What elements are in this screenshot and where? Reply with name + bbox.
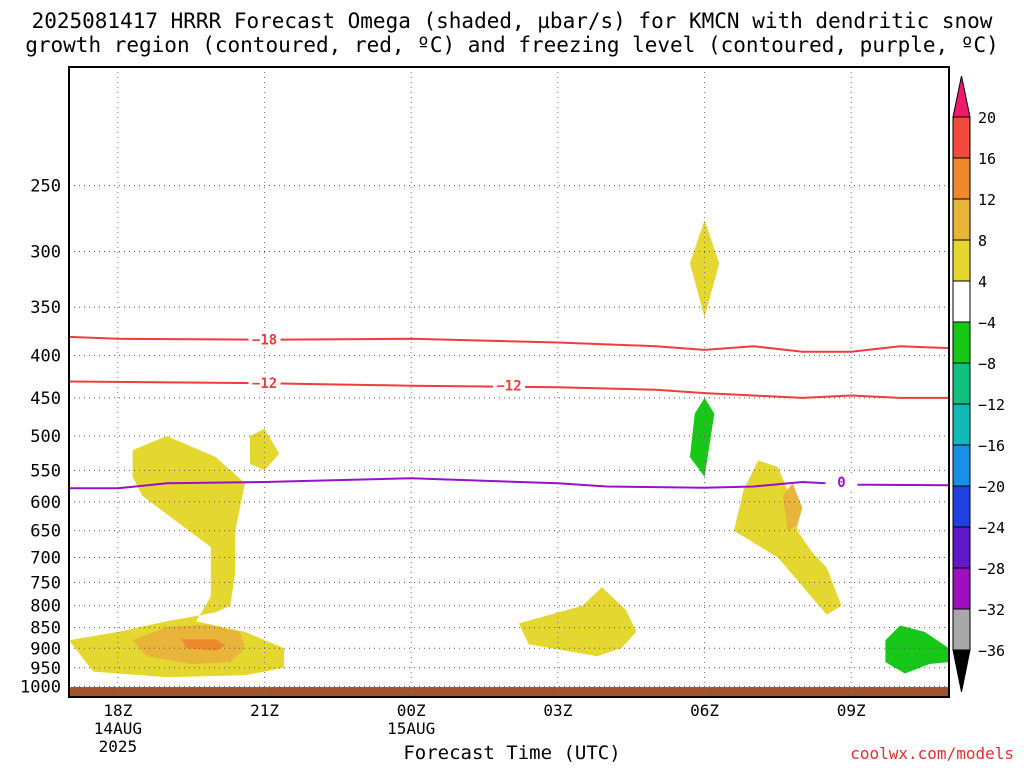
colorbar-label-9: −20: [978, 478, 1005, 496]
colorbar-label-0: 20: [978, 109, 996, 127]
colorbar-swatch-6: [952, 362, 971, 405]
y-tick-label-350: 350: [30, 298, 61, 318]
colorbar-label-11: −28: [978, 560, 1005, 578]
omega-shade-5: [518, 587, 637, 657]
contour-label--12-0: −12: [252, 376, 277, 392]
contour-line-0: [69, 477, 950, 490]
omega-shade-8: [689, 397, 715, 477]
x-tick-label-00Z: 00Z: [397, 701, 426, 720]
y-tick-label-700: 700: [30, 549, 61, 569]
x-tick-sub-18Z-1: 2025: [99, 737, 138, 756]
y-tick-label-750: 750: [30, 573, 61, 593]
colorbar-swatch-4: [952, 280, 971, 323]
y-tick-label-250: 250: [30, 177, 61, 197]
plot-frame: [68, 66, 950, 698]
chart-title-line1: 2025081417 HRRR Forecast Omega (shaded, …: [31, 9, 993, 33]
colorbar-label-4: 4: [978, 273, 987, 291]
omega-shade-6: [733, 460, 842, 615]
omega-shade-3: [249, 428, 280, 471]
y-tick-label-400: 400: [30, 346, 61, 366]
y-tick-label-650: 650: [30, 522, 61, 542]
colorbar-swatch-5: [952, 321, 971, 364]
shaded-omega-group: [69, 220, 949, 678]
y-tick-label-500: 500: [30, 427, 61, 447]
colorbar-label-5: −4: [978, 314, 996, 332]
colorbar-label-1: 16: [978, 150, 996, 168]
x-tick-label-18Z: 18Z: [103, 701, 132, 720]
contour-label-bg--12-0: [248, 374, 281, 391]
colorbar-swatch-12: [952, 608, 971, 651]
colorbar-swatch-11: [952, 567, 971, 610]
contour-line--12: [68, 380, 949, 399]
contour-label--12-1: −12: [496, 379, 521, 395]
colorbar-swatch-9: [952, 485, 971, 528]
colorbar-label-8: −16: [978, 437, 1005, 455]
contour-label-bg--18-0: [248, 330, 281, 347]
x-tick-sub-00Z-0: 15AUG: [387, 719, 435, 738]
ground-surface: [69, 687, 949, 696]
x-tick-sub-18Z-0: 14AUG: [94, 719, 142, 738]
x-tick-label-09Z: 09Z: [837, 701, 866, 720]
omega-shade-0: [69, 436, 285, 678]
contour-label-bg-0-0: [825, 473, 858, 490]
y-tick-label-900: 900: [30, 639, 61, 659]
y-tick-label-300: 300: [30, 242, 61, 262]
omega-shade-7: [782, 483, 803, 531]
colorbar-swatch-1: [952, 157, 971, 200]
y-tick-label-450: 450: [30, 389, 61, 409]
colorbar-swatch-2: [952, 198, 971, 241]
omega-shade-4: [689, 220, 720, 318]
credit-link[interactable]: coolwx.com/models: [850, 744, 1014, 763]
colorbar-label-3: 8: [978, 232, 987, 250]
y-tick-label-600: 600: [30, 493, 61, 513]
y-tick-label-950: 950: [30, 659, 61, 679]
y-tick-label-850: 850: [30, 619, 61, 639]
colorbar-swatch-10: [952, 526, 971, 569]
colorbar-bottom-arrow: [952, 649, 971, 693]
contour-label-bg--12-1: [493, 376, 525, 393]
colorbar-label-12: −32: [978, 601, 1005, 619]
y-tick-label-800: 800: [30, 597, 61, 617]
x-tick-label-21Z: 21Z: [250, 701, 279, 720]
colorbar-swatch-3: [952, 239, 971, 282]
x-axis-label: Forecast Time (UTC): [403, 742, 621, 764]
colorbar-label-7: −12: [978, 396, 1005, 414]
y-tick-label-550: 550: [30, 461, 61, 481]
y-tick-label-1000: 1000: [20, 677, 61, 697]
contour-label-0-0: 0: [837, 475, 845, 491]
x-tick-label-03Z: 03Z: [543, 701, 572, 720]
x-tick-label-06Z: 06Z: [690, 701, 719, 720]
contour-line--18: [68, 335, 950, 353]
colorbar-swatch-7: [952, 403, 971, 446]
colorbar-swatch-0: [952, 116, 971, 159]
colorbar-label-2: 12: [978, 191, 996, 209]
omega-shade-9: [885, 625, 949, 674]
colorbar-label-13: −36: [978, 642, 1005, 660]
colorbar-label-6: −8: [978, 355, 996, 373]
colorbar-swatch-8: [952, 444, 971, 487]
colorbar-top-arrow: [952, 75, 971, 118]
contour-label--18-0: −18: [252, 333, 277, 349]
chart-title-line2: growth region (contoured, red, ºC) and f…: [25, 33, 999, 57]
colorbar-label-10: −24: [978, 519, 1005, 537]
